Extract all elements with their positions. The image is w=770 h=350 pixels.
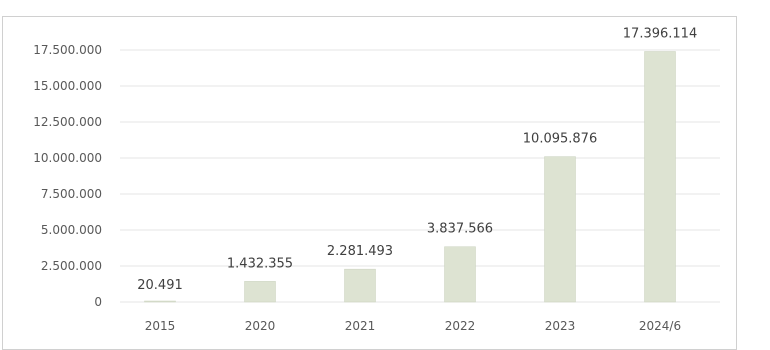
bar	[344, 268, 376, 303]
bar	[444, 246, 476, 303]
y-tick-label: 0	[94, 295, 102, 309]
bars-group	[144, 51, 676, 303]
y-tick-label: 2.500.000	[41, 259, 102, 273]
y-tick-label: 15.000.000	[33, 79, 102, 93]
y-tick-label: 7.500.000	[41, 187, 102, 201]
x-tick-label: 2024/6	[639, 319, 681, 333]
data-labels: 20.491 1.432.355 2.281.493 3.837.566 10.095.…	[137, 26, 697, 293]
data-label: 1.432.355	[227, 256, 293, 271]
bar	[644, 51, 676, 303]
bar	[244, 281, 276, 303]
y-tick-label: 17.500.000	[33, 43, 102, 57]
data-label: 10.095.876	[523, 132, 597, 147]
y-tick-label: 12.500.000	[33, 115, 102, 129]
x-tick-label: 2021	[345, 319, 376, 333]
y-tick-label: 5.000.000	[41, 223, 102, 237]
bar	[544, 156, 576, 303]
y-axis-labels: 0 2.500.000 5.000.000 7.500.000 10.000.000 12…	[33, 43, 102, 309]
x-tick-label: 2015	[145, 319, 176, 333]
bar	[144, 300, 176, 303]
x-axis-labels: 2015 2020 2021 2022 2023 2024/6	[145, 319, 681, 333]
data-label: 17.396.114	[623, 26, 697, 41]
data-label: 3.837.566	[427, 222, 493, 237]
data-label: 2.281.493	[327, 244, 393, 259]
grid-lines	[120, 49, 720, 303]
y-tick-label: 10.000.000	[33, 151, 102, 165]
x-tick-label: 2022	[445, 319, 476, 333]
x-tick-label: 2023	[545, 319, 576, 333]
data-label: 20.491	[137, 278, 183, 293]
x-tick-label: 2020	[245, 319, 276, 333]
